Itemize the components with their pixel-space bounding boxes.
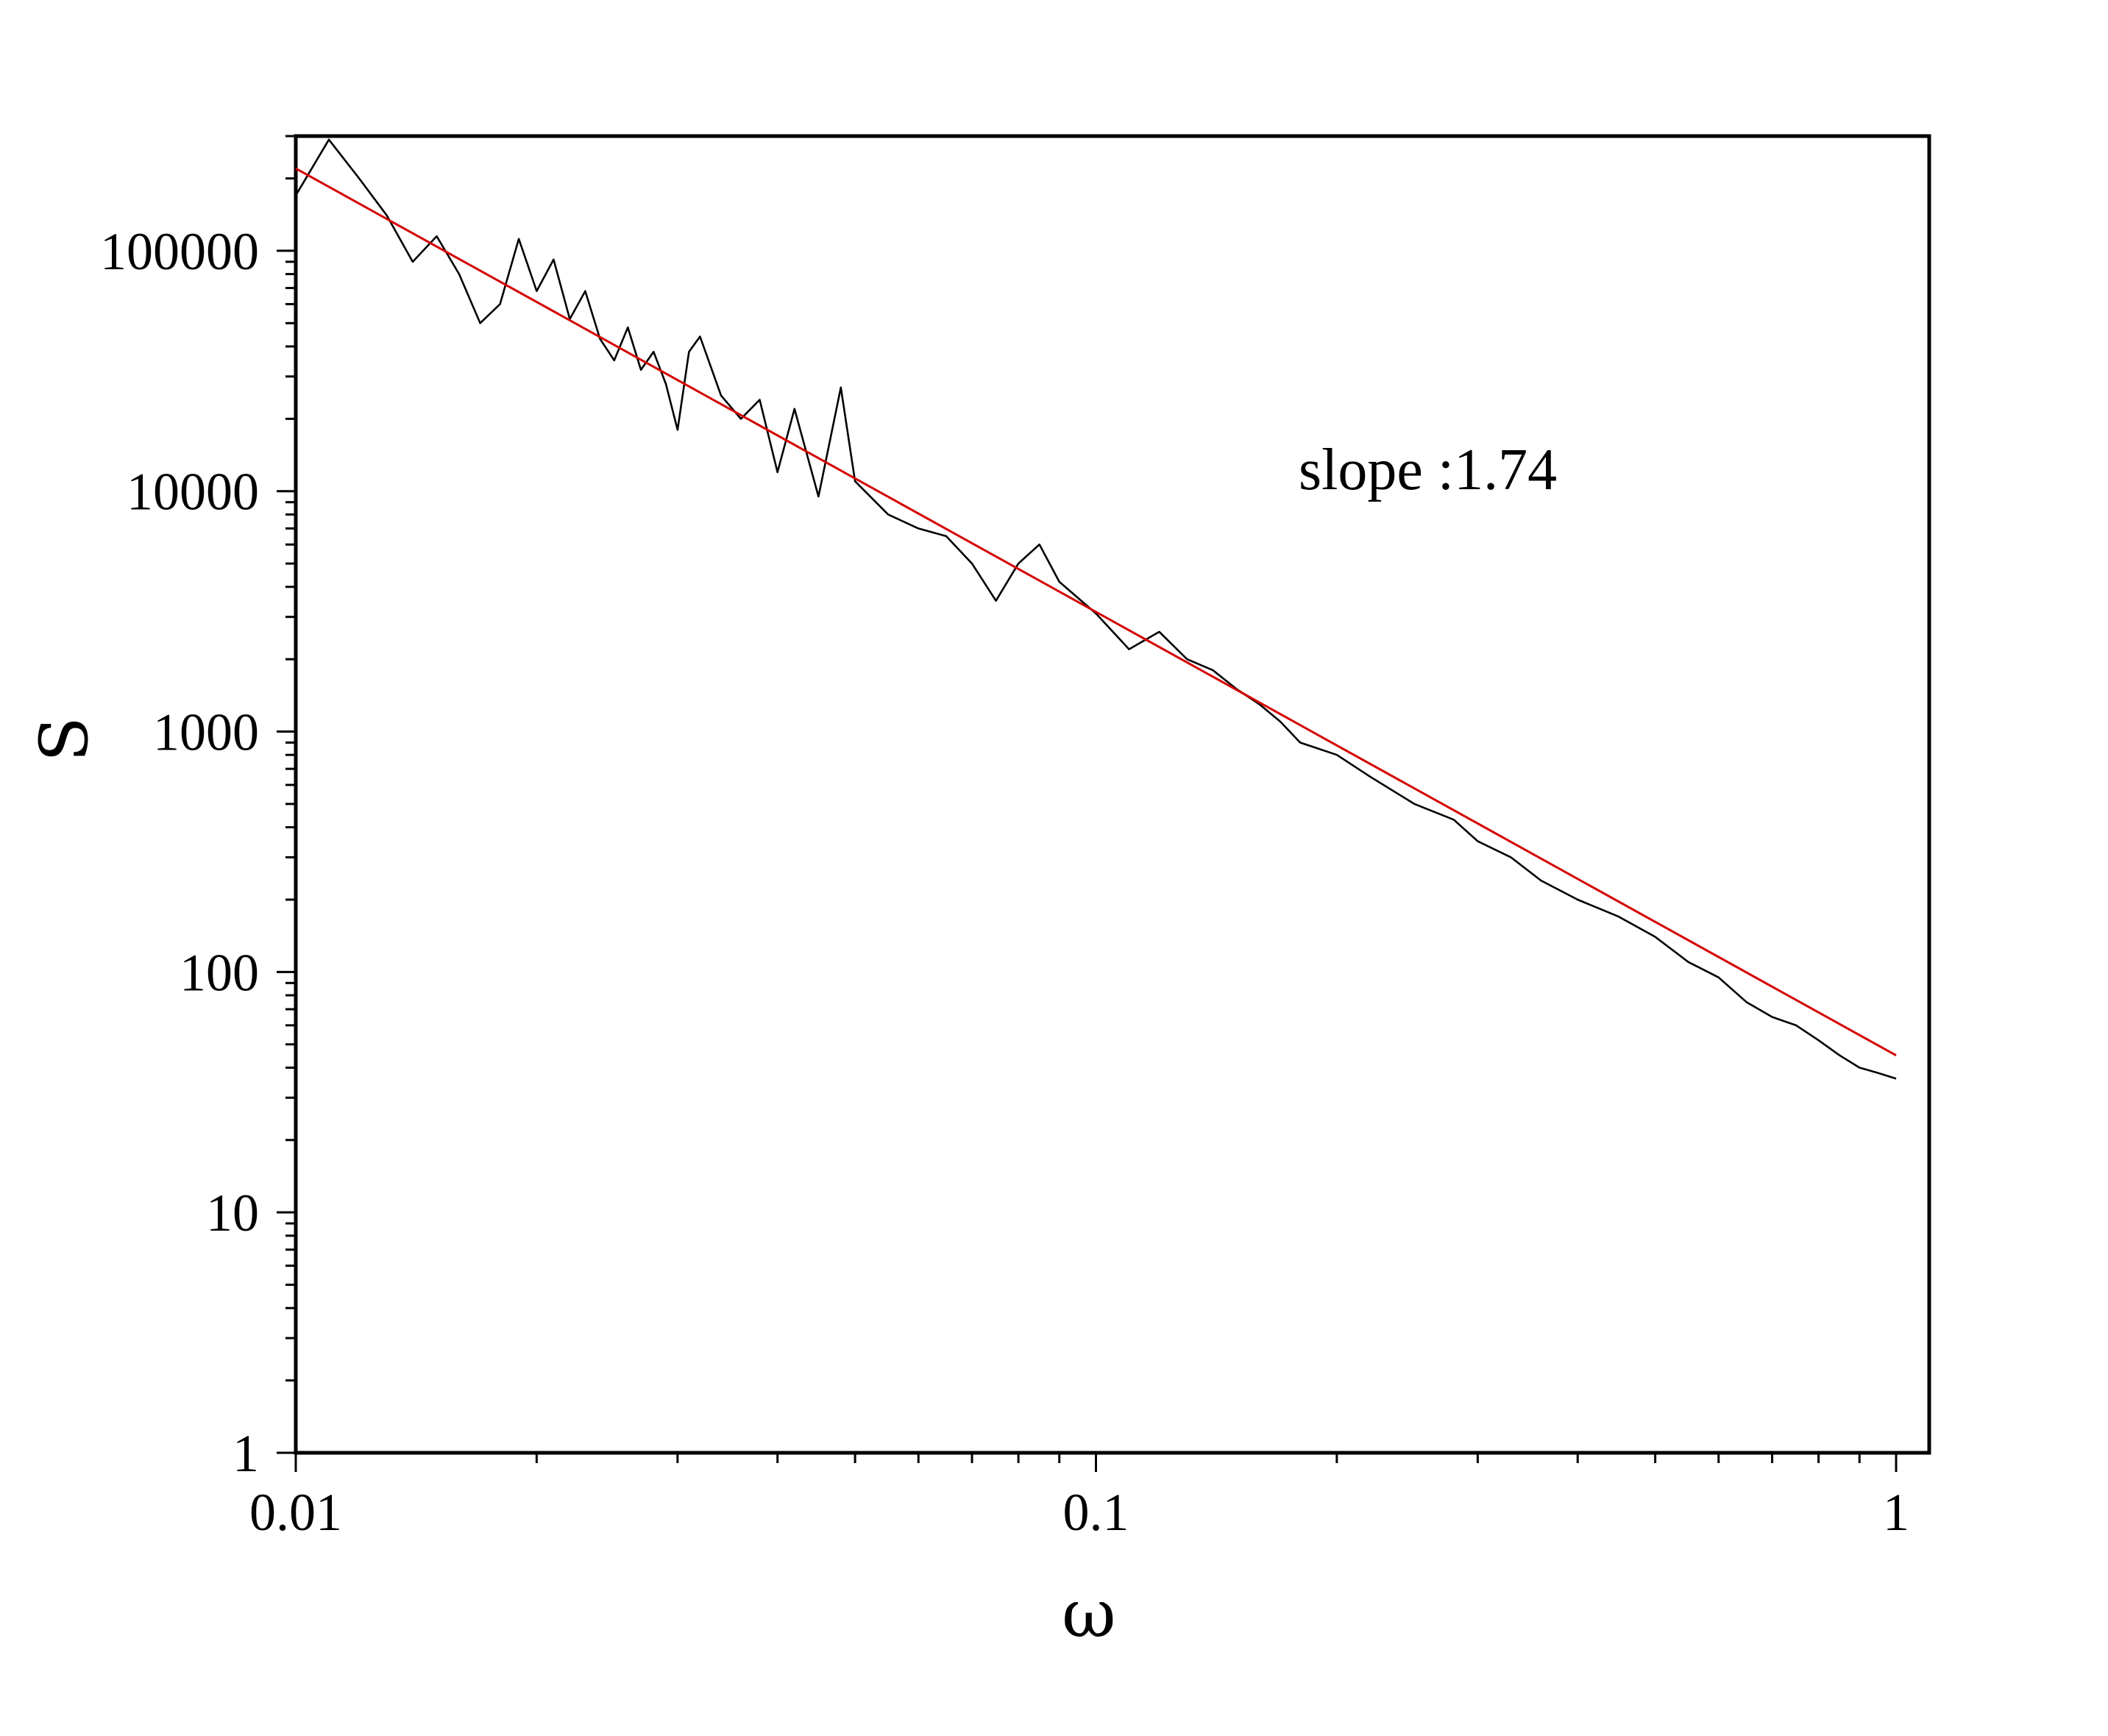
y-tick-label: 10 <box>206 1184 259 1242</box>
y-axis-title: S <box>26 716 103 762</box>
y-axis-ticks <box>277 135 296 1454</box>
x-tick-label: 0.1 <box>1063 1483 1129 1542</box>
y-tick-label: 1000 <box>153 703 259 762</box>
y-axis-tick-labels: 1 10 100 1000 10000 100000 <box>100 222 259 1483</box>
y-tick-label: 1 <box>233 1424 259 1483</box>
series-layer <box>294 138 1897 1080</box>
plot-area-frame <box>294 134 1931 1455</box>
x-axis-tick-labels: 0.01 0.1 1 <box>249 1483 1909 1542</box>
x-axis-title: ω <box>1062 1576 1115 1653</box>
x-tick-label: 1 <box>1883 1483 1909 1542</box>
annotation-slope: slope :1.74 <box>1299 438 1557 502</box>
y-tick-label: 10000 <box>127 463 259 522</box>
y-tick-label: 100 <box>180 943 259 1002</box>
spectrum-line <box>294 138 1897 1080</box>
x-tick-label: 0.01 <box>249 1483 342 1542</box>
y-tick-label: 100000 <box>100 222 259 281</box>
x-axis-ticks <box>294 1453 1898 1472</box>
fit-line <box>295 167 1897 1057</box>
